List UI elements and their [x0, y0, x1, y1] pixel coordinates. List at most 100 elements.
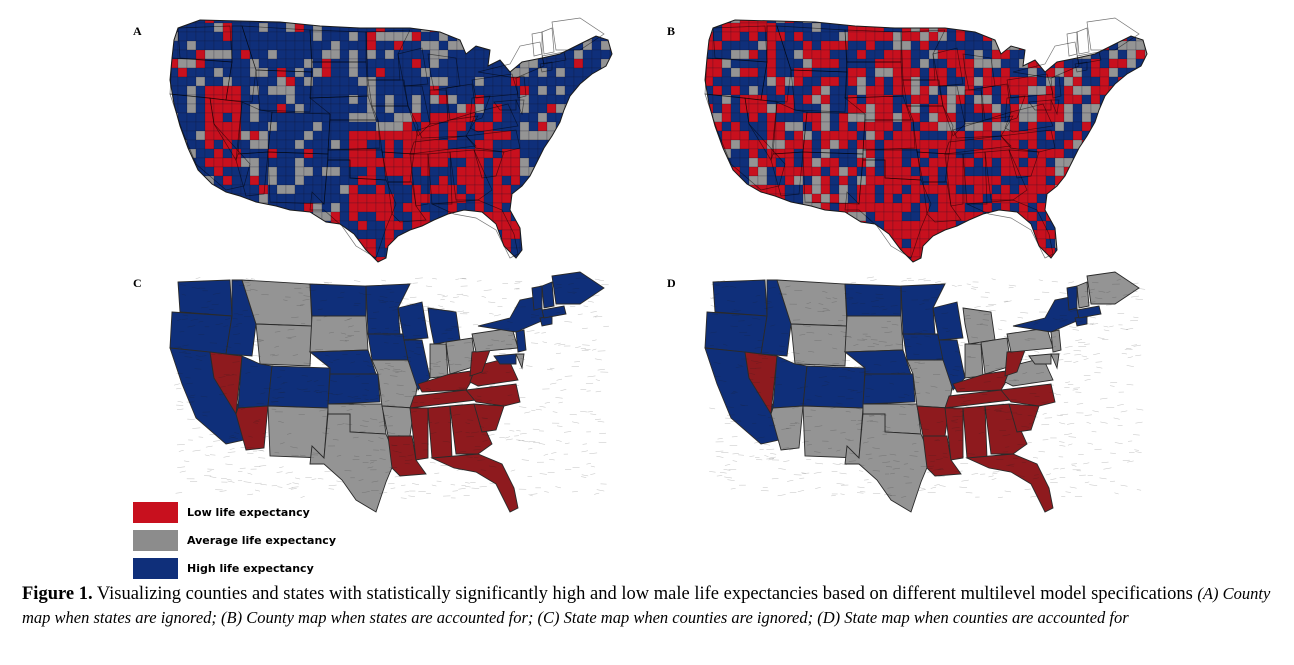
county-border — [403, 356, 411, 358]
county-border — [401, 335, 408, 337]
county-cell — [964, 20, 975, 24]
county-cell — [456, 211, 467, 222]
county-cell — [447, 130, 458, 141]
county-cell — [766, 184, 777, 195]
county-border — [933, 468, 941, 471]
county-cell — [213, 247, 224, 258]
county-cell — [811, 184, 822, 195]
county-cell — [546, 175, 557, 186]
county-border — [917, 332, 923, 335]
county-border — [215, 323, 223, 325]
county-cell — [802, 121, 813, 132]
county-cell — [1154, 50, 1163, 59]
county-cell — [204, 247, 215, 258]
county-cell — [528, 256, 539, 262]
county-border — [313, 391, 319, 393]
county-border — [242, 309, 248, 312]
county-cell — [973, 22, 984, 33]
county-border — [1120, 410, 1128, 413]
county-border — [763, 443, 771, 446]
county-border — [337, 296, 344, 299]
county-cell — [339, 139, 350, 150]
county-cell — [177, 256, 188, 262]
county-cell — [784, 58, 795, 69]
county-border — [713, 293, 720, 296]
county-cell — [438, 247, 449, 258]
county-cell — [829, 211, 840, 222]
county-cell — [1135, 229, 1146, 240]
county-cell — [582, 229, 593, 240]
county-border — [185, 377, 191, 379]
county-cell — [330, 20, 341, 24]
county-border — [881, 326, 889, 329]
county-cell — [591, 175, 602, 186]
county-cell — [510, 193, 521, 204]
county-border — [471, 431, 480, 434]
county-cell — [847, 130, 858, 141]
county-cell — [267, 148, 278, 159]
county-cell — [555, 157, 566, 168]
county-cell — [456, 238, 467, 249]
county-cell — [628, 185, 630, 194]
county-cell — [582, 247, 593, 258]
county-cell — [600, 139, 611, 150]
county-border — [283, 299, 288, 301]
county-cell — [757, 112, 768, 123]
county-cell — [474, 202, 485, 213]
county-border — [587, 300, 594, 303]
county-cell — [1117, 22, 1128, 33]
county-border — [971, 286, 979, 289]
county-cell — [537, 76, 548, 87]
county-cell — [564, 175, 575, 186]
county-cell — [775, 247, 786, 258]
county-cell — [492, 175, 503, 186]
county-cell — [465, 49, 476, 60]
county-cell — [1154, 122, 1163, 131]
county-border — [524, 411, 531, 414]
county-border — [384, 342, 389, 344]
county-border — [272, 354, 279, 357]
county-cell — [802, 247, 813, 258]
county-cell — [705, 58, 714, 69]
county-border — [770, 453, 777, 455]
legend-label-average: Average life expectancy — [187, 534, 336, 547]
county-cell — [160, 104, 169, 113]
county-border — [581, 476, 587, 478]
county-cell — [600, 157, 611, 168]
county-cell — [964, 256, 975, 262]
county-border — [1080, 296, 1087, 298]
county-border — [179, 284, 186, 286]
county-cell — [170, 20, 179, 24]
county-border — [490, 384, 496, 386]
county-cell — [811, 157, 822, 168]
county-cell — [474, 238, 485, 249]
county-cell — [501, 22, 512, 33]
county-cell — [573, 247, 584, 258]
county-border — [285, 471, 293, 474]
county-cell — [249, 31, 260, 42]
county-cell — [820, 40, 831, 51]
county-cell — [285, 58, 296, 69]
county-cell — [195, 49, 206, 60]
county-cell — [1081, 238, 1092, 249]
county-cell — [775, 49, 786, 60]
county-cell — [258, 256, 269, 262]
county-cell — [1108, 193, 1119, 204]
county-cell — [1154, 86, 1163, 95]
county-cell — [483, 193, 494, 204]
county-cell — [312, 20, 323, 24]
county-cell — [628, 239, 630, 248]
county-cell — [1027, 193, 1038, 204]
county-cell — [766, 49, 777, 60]
county-cell — [874, 247, 885, 258]
county-cell — [1054, 58, 1065, 69]
county-cell — [1135, 139, 1146, 150]
county-cell — [1027, 211, 1038, 222]
county-border — [303, 295, 310, 297]
county-cell — [195, 256, 206, 262]
county-cell — [928, 247, 939, 258]
county-cell — [483, 157, 494, 168]
county-cell — [1081, 94, 1092, 105]
county-border — [875, 293, 883, 295]
county-border — [178, 351, 186, 354]
